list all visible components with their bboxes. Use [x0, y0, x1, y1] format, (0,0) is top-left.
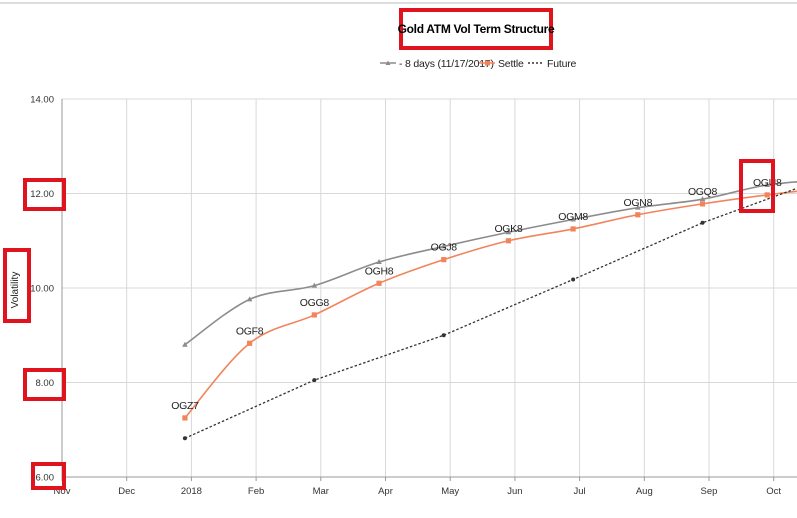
series-0 — [182, 180, 797, 347]
x-tick-label: Jul — [574, 486, 586, 497]
legend-marker-8-days — [385, 60, 391, 65]
contract-label-ogn8: OGN8 — [624, 197, 653, 209]
x-tick-labels: Nov Dec 2018 Feb Mar Apr May Jun Jul Aug Sep Oct — [54, 486, 782, 497]
legend-item-future: Future — [528, 58, 577, 70]
point-8-days — [699, 196, 706, 202]
x-tick-label: May — [441, 486, 459, 497]
future-point — [312, 378, 317, 383]
point-settle — [505, 238, 512, 244]
point-8-days — [246, 296, 253, 302]
highlight-box-8 — [23, 368, 66, 401]
point-8-days — [635, 204, 641, 210]
y-axis-label: Volatility — [10, 272, 21, 309]
contract-label-ogh8: OGH8 — [365, 265, 394, 277]
x-tick-label: Mar — [313, 486, 329, 497]
point-settle — [311, 312, 317, 318]
y-tick-label: 8.00 — [36, 378, 55, 389]
legend-label-8-days: - 8 days (11/17/2017) — [399, 58, 494, 70]
contract-label-ogg8: OGG8 — [300, 297, 330, 309]
legend-label-future: Future — [547, 58, 577, 70]
highlight-box-6 — [31, 462, 66, 490]
point-settle — [182, 415, 188, 421]
point-8-days — [311, 282, 318, 288]
contract-label-ogf8: OGF8 — [236, 325, 264, 337]
series-1 — [182, 190, 797, 421]
point-8-days — [764, 181, 771, 187]
y-tick-label: 10.00 — [30, 284, 54, 295]
title-highlight-box — [399, 8, 553, 50]
point-settle — [247, 340, 253, 346]
highlight-box-12 — [23, 178, 66, 211]
x-tick-label: Dec — [118, 486, 135, 497]
legend-item-settle: Settle — [479, 58, 524, 70]
x-tick-label: Apr — [378, 486, 393, 497]
future-point — [700, 220, 705, 225]
y-tick-label: 12.00 — [30, 189, 54, 200]
series-2 — [182, 187, 797, 441]
highlight-box-ylabel — [3, 248, 31, 323]
contract-label-ogu8: OGU8 — [753, 177, 782, 189]
point-8-days — [570, 216, 576, 222]
contract-label-ogk8: OGK8 — [494, 223, 522, 235]
legend: - 8 days (11/17/2017) Settle Future — [380, 58, 577, 70]
point-settle — [441, 257, 447, 263]
y-tick-label: 6.00 — [36, 473, 55, 484]
point-settle — [764, 192, 770, 198]
highlight-boxes — [3, 159, 775, 490]
contract-label-ogj8: OGJ8 — [431, 242, 458, 254]
grid-lines — [62, 98, 797, 478]
point-settle — [376, 280, 382, 286]
x-tick-label: Sep — [701, 486, 718, 497]
future-point — [571, 277, 576, 282]
future-point — [441, 333, 446, 338]
contract-label-ogm8: OGM8 — [558, 211, 588, 223]
x-tick-label: Aug — [636, 486, 653, 497]
legend-marker-settle — [485, 60, 490, 66]
legend-label-settle: Settle — [498, 58, 524, 70]
point-settle — [570, 226, 576, 232]
y-tick-labels: 6.00 8.00 10.00 12.00 14.00 — [30, 95, 54, 484]
x-tick-label: Jun — [507, 486, 522, 497]
chart-title: Gold ATM Vol Term Structure — [398, 22, 555, 36]
x-tick-label: Nov — [54, 486, 71, 497]
y-tick-label: 14.00 — [30, 95, 54, 106]
contract-label-ogz7: OGZ7 — [171, 400, 199, 412]
series-layer — [182, 180, 797, 441]
legend-item-8-days: - 8 days (11/17/2017) — [380, 58, 494, 70]
x-tick-label: Oct — [766, 486, 781, 497]
point-settle — [699, 201, 706, 207]
point-8-days — [505, 229, 512, 235]
point-8-days — [376, 259, 382, 265]
future-point — [182, 436, 187, 441]
x-tick-label: Feb — [248, 486, 264, 497]
point-settle — [635, 212, 641, 218]
highlight-box-ogv8 — [739, 159, 775, 213]
x-tick-label: 2018 — [181, 486, 202, 497]
point-8-days — [182, 341, 188, 347]
contract-label-ogq8: OGQ8 — [688, 186, 718, 198]
point-8-days — [440, 243, 447, 249]
